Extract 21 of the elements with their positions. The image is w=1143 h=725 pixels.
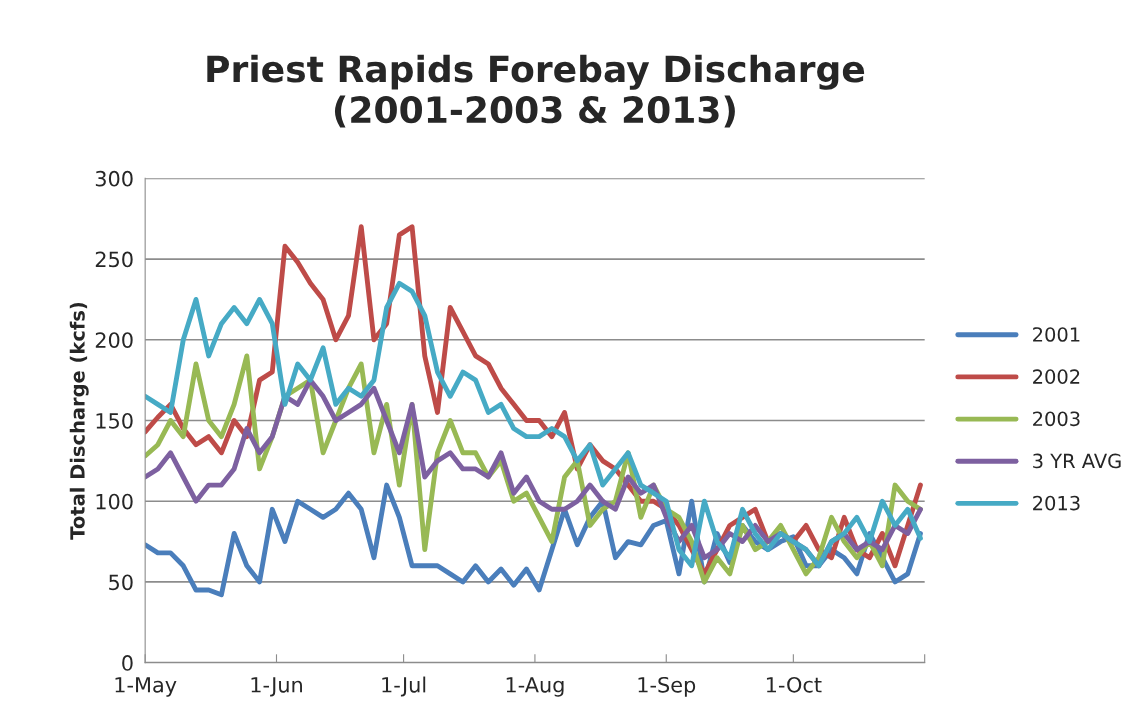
legend-label: 2003 — [1033, 411, 1080, 427]
x-tick-label: 1-Jul — [382, 676, 426, 697]
y-axis-title: Total Discharge (kcfs) — [69, 302, 89, 540]
y-tick-label: 150 — [96, 412, 133, 429]
y-tick-label: 0 — [122, 655, 133, 671]
x-tick-label: 1-Jun — [251, 677, 302, 697]
legend-label: 2001 — [1033, 327, 1080, 342]
x-tick-label: 1-Oct — [766, 676, 822, 693]
line-series — [145, 280, 923, 569]
legend-label: 2013 — [1033, 495, 1080, 511]
legend-label: 2002 — [1033, 369, 1080, 384]
x-tick-label: 1-Sep — [638, 676, 696, 697]
y-tick-label: 300 — [95, 170, 133, 187]
legend-label: 3 YR AVG — [1033, 453, 1121, 469]
x-tick-label: 1-Aug — [506, 677, 564, 697]
y-tick-label: 50 — [109, 574, 133, 591]
y-tick-label: 200 — [95, 332, 133, 348]
chart-title: Priest Rapids Forebay Discharge (2001-2003 & 2013) — [207, 54, 865, 128]
y-tick-label: 100 — [96, 493, 133, 510]
x-tick-label: 1-May — [115, 677, 177, 697]
y-tick-label: 250 — [95, 251, 133, 268]
